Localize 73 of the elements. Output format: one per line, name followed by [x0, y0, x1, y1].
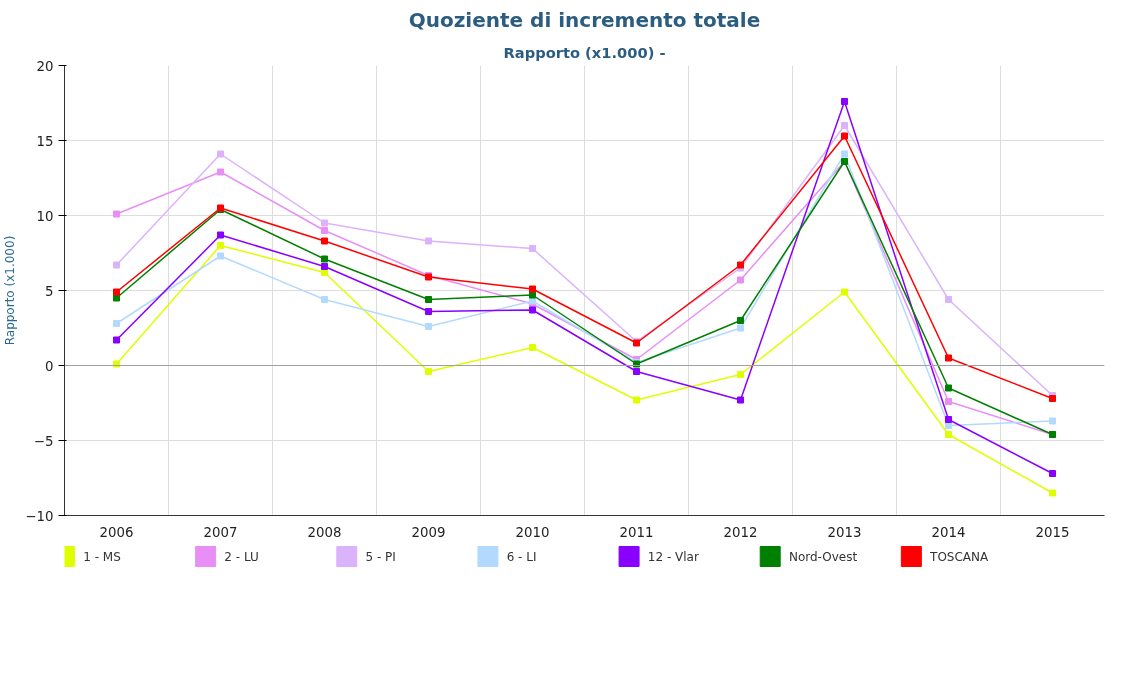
point: [217, 168, 224, 176]
point: [737, 317, 744, 324]
y-tick-label: 5: [45, 283, 54, 299]
legend-label: 2 - LU: [224, 549, 259, 564]
legend-label: Nord-Ovest: [788, 549, 858, 564]
point: [113, 210, 120, 218]
point: [217, 231, 224, 239]
point: [113, 336, 120, 344]
legend-label: 12 - Vlar: [647, 549, 699, 564]
y-axis-title: Rapporto (x1.000): [3, 235, 18, 346]
point: [529, 285, 536, 293]
point: [425, 368, 432, 375]
point: [217, 252, 224, 260]
point: [217, 150, 224, 158]
x-tick-label: 2010: [515, 524, 550, 540]
point: [425, 308, 432, 315]
x-tick-label: 2008: [307, 524, 342, 540]
point: [321, 219, 328, 227]
y-tick-label: 20: [36, 58, 54, 74]
point: [945, 384, 952, 392]
point: [841, 122, 848, 129]
point: [217, 242, 224, 249]
x-tick-label: 2015: [1035, 524, 1070, 540]
point: [945, 416, 952, 423]
legend-label: 1 - MS: [83, 549, 121, 564]
point: [113, 288, 120, 296]
y-tick-label: 0: [45, 358, 54, 374]
point: [737, 371, 744, 378]
point: [113, 320, 120, 327]
point: [113, 261, 120, 269]
point: [1049, 470, 1056, 477]
x-tick-label: 2014: [931, 524, 966, 540]
x-tick-label: 2012: [723, 524, 758, 540]
x-tick-label: 2009: [411, 524, 446, 540]
point: [321, 296, 328, 303]
x-tick-label: 2006: [99, 524, 134, 540]
point: [529, 344, 536, 351]
point: [529, 245, 536, 252]
point: [945, 431, 952, 438]
legend-label: 5 - PI: [365, 549, 396, 564]
point: [737, 396, 744, 404]
point: [321, 227, 328, 234]
point: [321, 255, 328, 263]
x-tick-label: 2011: [619, 524, 654, 540]
point: [425, 237, 432, 245]
point: [945, 296, 952, 303]
point: [1049, 489, 1056, 497]
chart-title: Quoziente di incremento totale: [408, 7, 761, 32]
point: [425, 296, 432, 303]
chart-subtitle: Rapporto (x1.000) -: [503, 43, 666, 61]
point: [841, 150, 848, 158]
point: [633, 368, 640, 375]
point: [841, 132, 848, 140]
point: [321, 237, 328, 245]
y-tick-label: 15: [36, 133, 54, 149]
legend-label: TOSCANA: [929, 549, 990, 564]
point: [737, 276, 744, 284]
point: [321, 263, 328, 270]
point: [633, 396, 640, 404]
x-tick-label: 2013: [827, 524, 862, 540]
point: [1049, 417, 1056, 425]
point: [737, 324, 744, 332]
legend-label: 6 - LI: [506, 549, 537, 564]
point: [945, 354, 952, 362]
y-tick-label: −10: [25, 508, 54, 524]
point: [841, 98, 848, 105]
y-tick-label: 10: [36, 208, 54, 224]
point: [841, 288, 848, 296]
point: [425, 323, 432, 330]
point: [529, 306, 536, 314]
point: [945, 398, 952, 405]
x-tick-label: 2007: [203, 524, 238, 540]
y-tick-label: −5: [33, 433, 54, 449]
